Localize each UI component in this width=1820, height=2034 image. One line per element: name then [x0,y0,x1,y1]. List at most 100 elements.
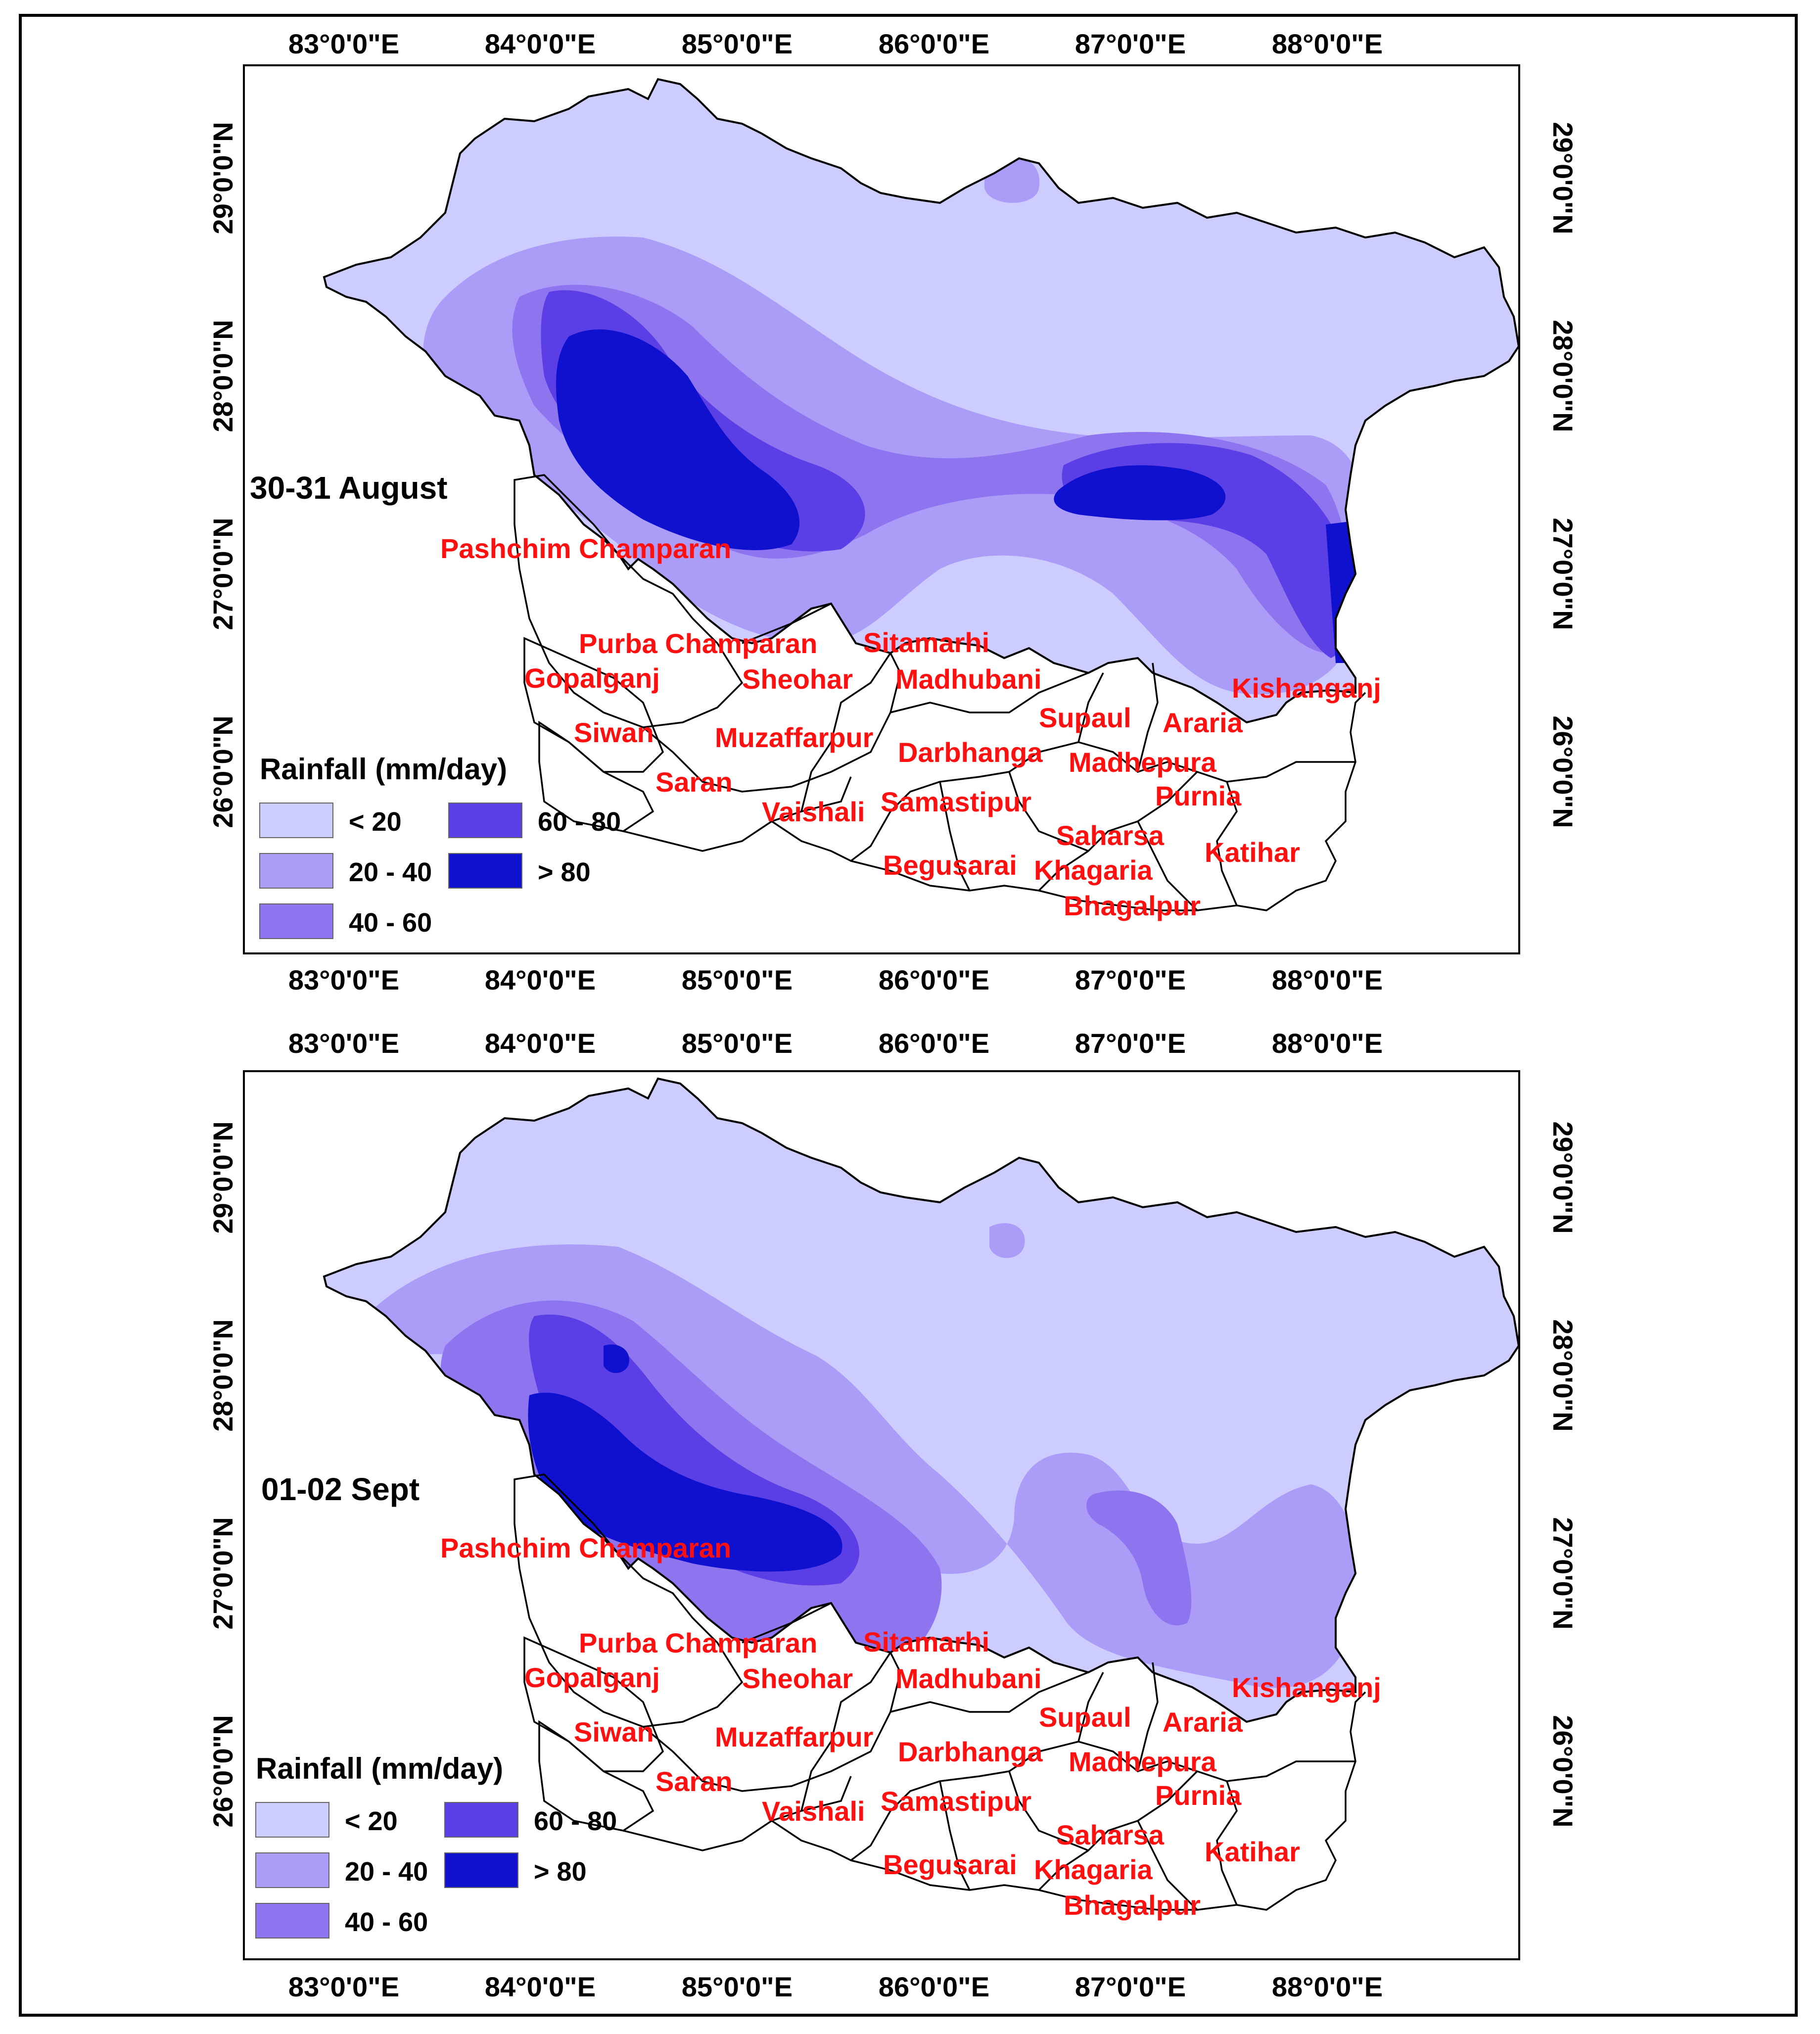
district-label-siwan: Siwan [574,717,654,748]
rainfall-zone-20-40-spot [989,1223,1025,1258]
district-label-madhepura: Madhepura [1069,1746,1217,1777]
rainfall-zone-40-60-east [1086,1490,1192,1626]
lon-tick-label-top: 86°0'0"E [879,28,989,59]
district-label-purba-champaran: Purba Champaran [579,628,817,659]
district-label-pashchim-champaran: Pashchim Champaran [440,533,731,564]
district-label-sheohar: Sheohar [742,663,853,695]
district-label-madhubani: Madhubani [895,1663,1042,1694]
district-label-samastipur: Samastipur [881,1786,1031,1817]
lon-tick-label-bottom: 87°0'0"E [1075,964,1186,995]
legend-swatch-80 [444,1852,518,1888]
district-label-darbhanga: Darbhanga [898,1736,1043,1767]
district-label-pashchim-champaran: Pashchim Champaran [440,1532,731,1563]
district-labels: Pashchim Champaran Purba Champaran Sitamar… [440,533,1381,921]
legend-label-60-80: 60 - 80 [538,807,621,837]
legend-label-20-40: 20 - 40 [345,1857,428,1887]
lat-tick-label-right: 26°0'0"N [1547,1715,1579,1827]
legend-label-20: < 20 [345,1806,398,1836]
legend-swatch-40-60 [259,903,333,939]
map-panel-30-31-august: 30-31 August Pashchim Champaran Purba Cha… [207,28,1579,995]
district-label-saran: Saran [655,766,733,798]
lat-tick-label-left: 26°0'0"N [207,715,238,828]
district-label-sitamarhi: Sitamarhi [863,1626,989,1657]
district-label-saharsa: Saharsa [1056,820,1165,851]
map-panel-01-02-sept: 01-02 Sept Pashchim Champaran Purba Champ… [207,1028,1579,2002]
district-label-darbhanga: Darbhanga [898,737,1043,768]
lat-tick-label-right: 27°0'0"N [1547,1517,1579,1629]
district-label-bhagalpur: Bhagalpur [1064,890,1201,921]
district-label-saran: Saran [655,1766,733,1797]
longitude-labels-bottom: 83°0'0"E 84°0'0"E 85°0'0"E 86°0'0"E 87°0'0"E… [288,964,1383,995]
lat-tick-label-left: 27°0'0"N [207,518,238,630]
rainfall-zone-40-60 [512,284,1350,654]
district-label-samastipur: Samastipur [881,786,1031,817]
lon-tick-label-top: 87°0'0"E [1075,1028,1186,1059]
rainfall-zone-gt80-east [1054,465,1226,520]
legend-swatch-20-40 [255,1852,329,1888]
district-label-katihar: Katihar [1205,1836,1300,1867]
rainfall-zone-gt80-spot [604,1344,629,1373]
lat-tick-label-right: 27°0'0"N [1547,518,1579,630]
lat-tick-label-left: 26°0'0"N [207,1715,238,1827]
district-label-vaishali: Vaishali [762,796,865,827]
district-label-muzaffarpur: Muzaffarpur [715,1721,873,1752]
rainfall-surface [324,1079,1519,1722]
district-label-gopalganj: Gopalganj [524,662,660,694]
lon-tick-label-bottom: 83°0'0"E [288,964,399,995]
rainfall-zone-gt80 [528,1392,842,1572]
district-label-muzaffarpur: Muzaffarpur [715,722,873,753]
longitude-labels-bottom: 83°0'0"E 84°0'0"E 85°0'0"E 86°0'0"E 87°0'0"E… [288,1971,1383,2002]
district-label-katihar: Katihar [1205,837,1300,868]
lon-tick-label-bottom: 85°0'0"E [682,1971,793,2002]
lon-tick-label-bottom: 84°0'0"E [485,964,596,995]
lon-tick-label-bottom: 88°0'0"E [1272,1971,1383,2002]
lon-tick-label-bottom: 86°0'0"E [879,1971,989,2002]
figure-frame [19,14,1798,2017]
lon-tick-label-bottom: 84°0'0"E [485,1971,596,2002]
latitude-labels-left: 29°0'0"N 28°0'0"N 27°0'0"N 26°0'0"N [207,122,238,828]
lat-tick-label-right: 29°0'0"N [1547,122,1579,234]
district-label-sheohar: Sheohar [742,1663,853,1694]
legend-label-40-60: 40 - 60 [345,1907,428,1937]
district-label-madhepura: Madhepura [1069,747,1217,778]
district-label-khagaria: Khagaria [1034,854,1153,886]
legend-swatch-60-80 [444,1802,518,1838]
legend-label-20-40: 20 - 40 [349,857,432,887]
district-label-bhagalpur: Bhagalpur [1064,1890,1201,1921]
lat-tick-label-right: 26°0'0"N [1547,715,1579,828]
legend-label-80: > 80 [538,857,591,887]
legend-swatch-80 [448,853,522,889]
lon-tick-label-top: 85°0'0"E [682,28,793,59]
district-label-saharsa: Saharsa [1056,1819,1165,1850]
district-boundaries [513,1473,1366,1911]
district-label-supaul: Supaul [1039,1702,1131,1733]
lon-tick-label-top: 88°0'0"E [1272,1028,1383,1059]
lon-tick-label-bottom: 83°0'0"E [288,1971,399,2002]
district-label-sitamarhi: Sitamarhi [863,627,989,658]
district-label-madhubani: Madhubani [895,663,1042,695]
legend-swatch-20 [259,803,333,838]
district-label-vaishali: Vaishali [762,1796,865,1827]
lon-tick-label-top: 86°0'0"E [879,1028,989,1059]
legend-label-40-60: 40 - 60 [349,908,432,938]
latitude-labels-right: 29°0'0"N 28°0'0"N 27°0'0"N 26°0'0"N [1547,122,1579,828]
district-label-begusarai: Begusarai [883,850,1017,881]
lon-tick-label-bottom: 88°0'0"E [1272,964,1383,995]
district-boundaries [513,474,1366,911]
district-label-siwan: Siwan [574,1716,654,1748]
district-label-purba-champaran: Purba Champaran [579,1627,817,1658]
district-label-gopalganj: Gopalganj [524,1662,660,1693]
district-labels: Pashchim Champaran Purba Champaran Sitamar… [440,1532,1381,1921]
longitude-labels-top: 83°0'0"E 84°0'0"E 85°0'0"E 86°0'0"E 87°0'0"E… [288,28,1383,59]
lat-tick-label-right: 28°0'0"N [1547,1319,1579,1431]
legend-label-60-80: 60 - 80 [534,1806,617,1836]
legend-title: Rainfall (mm/day) [256,1752,503,1785]
district-label-khagaria: Khagaria [1034,1854,1153,1885]
district-label-purnia: Purnia [1155,1780,1242,1811]
lon-tick-label-top: 84°0'0"E [485,28,596,59]
district-label-araria: Araria [1163,707,1243,738]
legend-swatch-40-60 [255,1903,329,1939]
district-label-araria: Araria [1163,1706,1243,1738]
lon-tick-label-top: 85°0'0"E [682,1028,793,1059]
